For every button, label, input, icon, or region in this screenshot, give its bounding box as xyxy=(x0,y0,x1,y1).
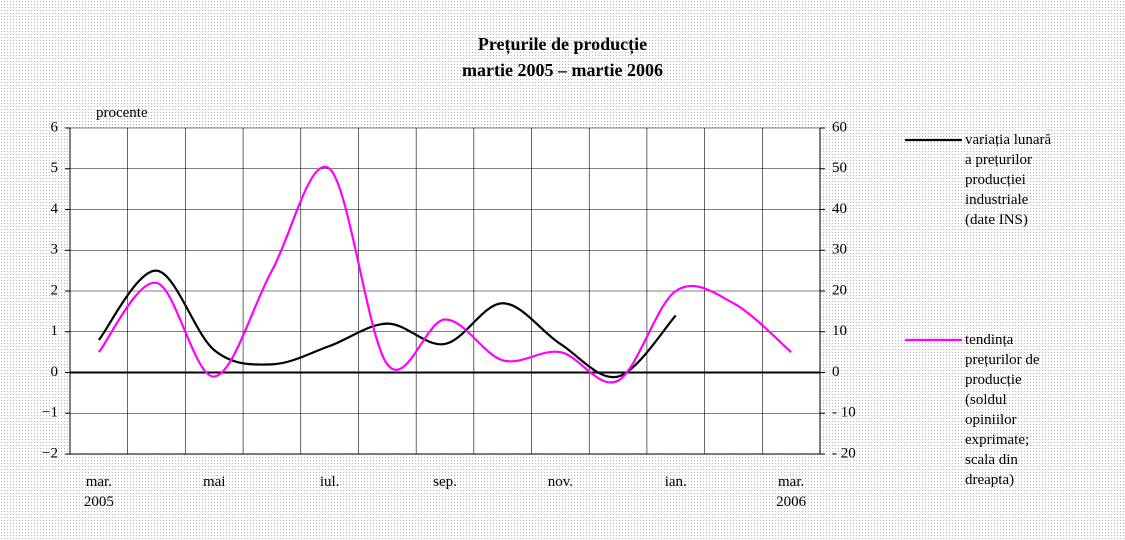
y-tick-label: 4 xyxy=(51,201,59,217)
chart-subtitle: martie 2005 – martie 2006 xyxy=(462,60,663,80)
legend-label: variația lunară a prețurilor producției … xyxy=(965,132,1052,228)
y2-tick-label: 0 xyxy=(832,364,840,380)
y2-tick-label: 40 xyxy=(832,201,847,217)
y-tick-label: 1 xyxy=(51,323,59,339)
chart-title: Prețurile de producție xyxy=(477,34,648,54)
x-tick-label: mar. 2006 xyxy=(776,474,807,510)
x-tick-label: mar. 2005 xyxy=(83,474,114,510)
y-tick-label: −2 xyxy=(42,445,58,461)
x-tick-label: nov. xyxy=(547,474,574,490)
x-tick-label: iul. xyxy=(319,474,340,490)
y2-tick-label: 20 xyxy=(832,282,847,298)
y-tick-label: −1 xyxy=(42,405,58,421)
y2-tick-label: - 10 xyxy=(832,405,856,421)
y-tick-label: 2 xyxy=(51,282,59,298)
x-tick-label: mai xyxy=(202,474,226,490)
y-tick-label: 6 xyxy=(51,119,59,135)
y2-tick-label: 60 xyxy=(832,119,847,135)
y2-tick-label: 50 xyxy=(832,160,847,176)
y-tick-label: 3 xyxy=(51,242,59,258)
series-line xyxy=(97,165,792,384)
y-tick-label: 0 xyxy=(51,364,59,380)
legend-label: tendința prețurilor de producție (soldul… xyxy=(965,332,1040,488)
series-line xyxy=(97,269,677,379)
y-axis-label: procente xyxy=(96,105,148,121)
y2-tick-label: 30 xyxy=(832,242,847,258)
y2-tick-label: - 20 xyxy=(832,445,856,461)
y2-tick-label: 10 xyxy=(832,323,847,339)
x-tick-label: ian. xyxy=(664,474,687,490)
y-tick-label: 5 xyxy=(51,160,59,176)
x-tick-label: sep. xyxy=(433,474,457,490)
